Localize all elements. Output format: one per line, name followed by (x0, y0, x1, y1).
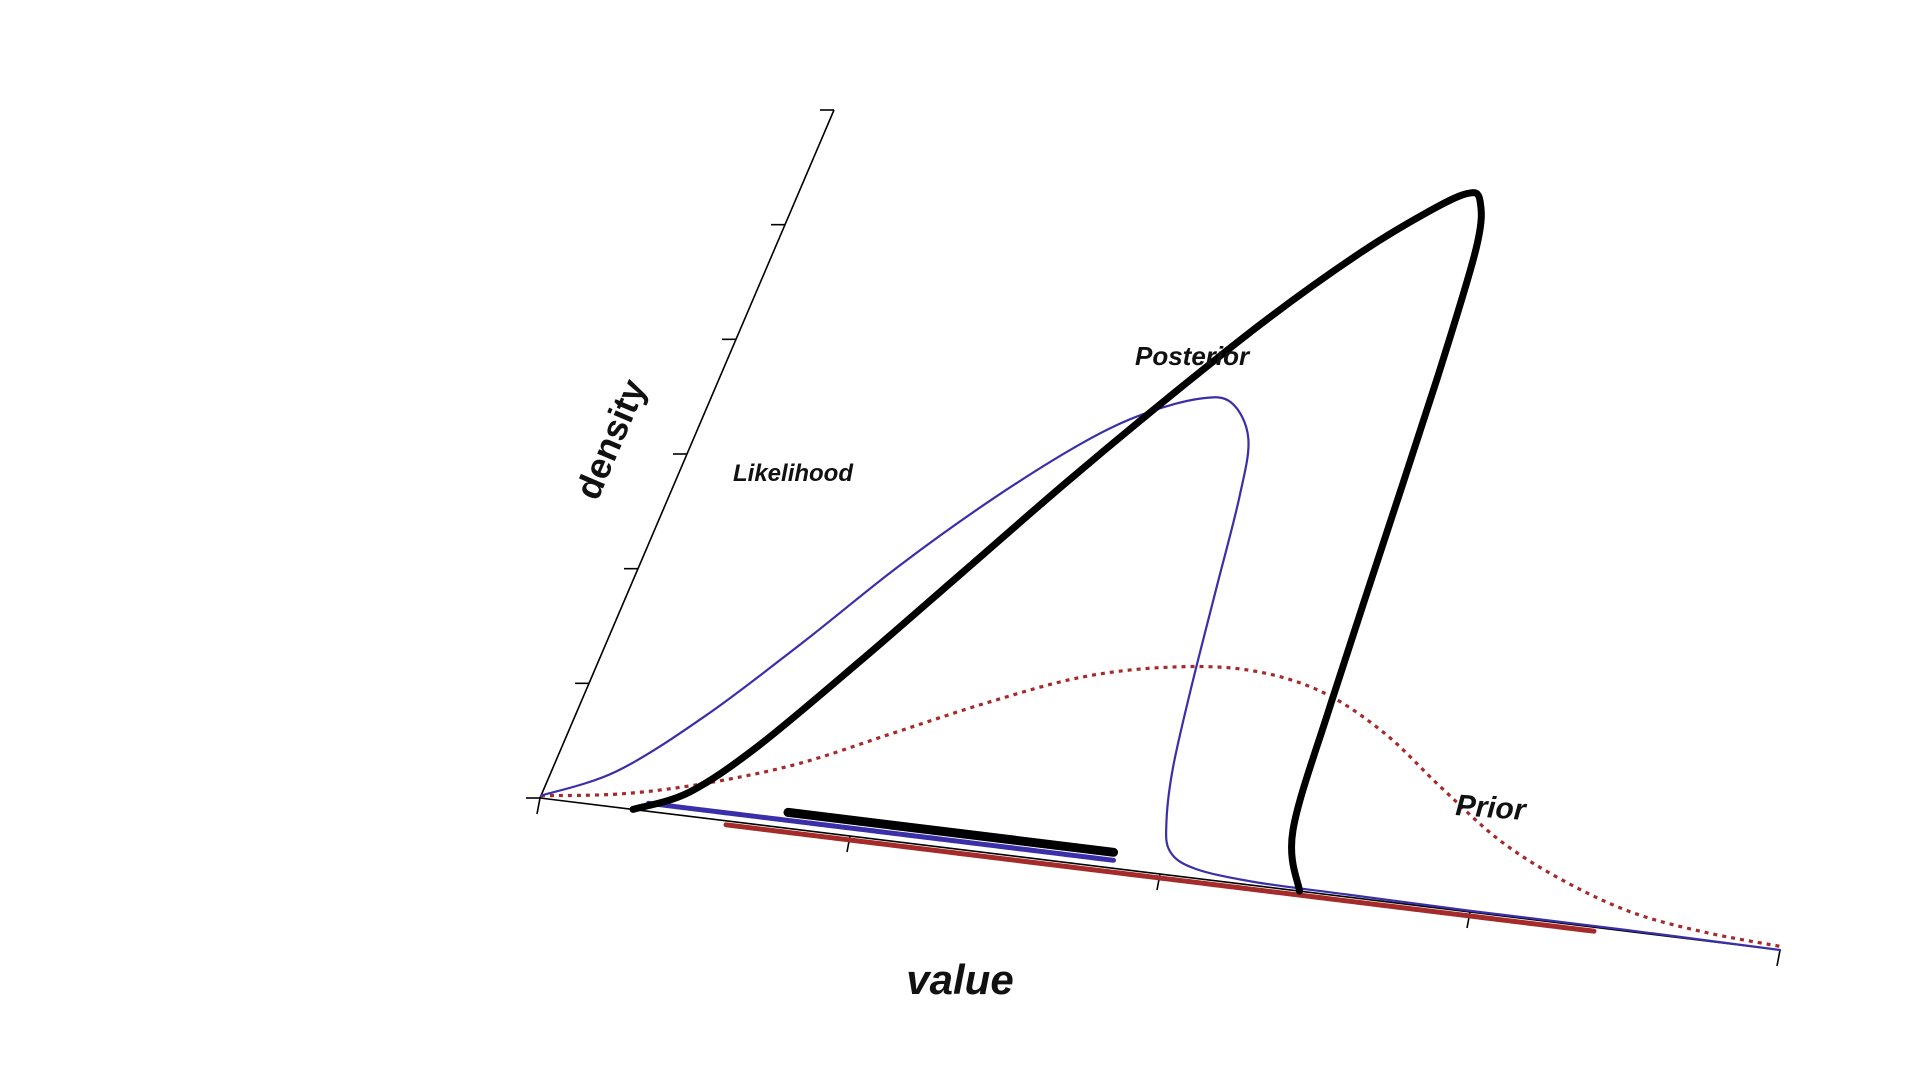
x-axis-title: value (906, 956, 1013, 1003)
posterior-label: Posterior (1135, 341, 1251, 371)
axes (526, 109, 1781, 967)
credible-intervals (646, 800, 1597, 934)
y-axis-title: density (567, 373, 654, 505)
series-likelihood-line (539, 396, 1782, 952)
interval-prior (723, 822, 1597, 934)
prior-label: Prior (1455, 789, 1529, 827)
series-prior-line (540, 664, 1782, 949)
interval-posterior (783, 807, 1118, 857)
interval-likelihood (646, 800, 1116, 863)
x-tick-0 (536, 797, 541, 815)
series (539, 189, 1782, 952)
x-ticks (536, 797, 1781, 967)
series-posterior-line (629, 189, 1485, 895)
x-tick-4 (1776, 949, 1781, 967)
y-ticks (526, 109, 834, 799)
likelihood-label: Likelihood (733, 460, 854, 487)
